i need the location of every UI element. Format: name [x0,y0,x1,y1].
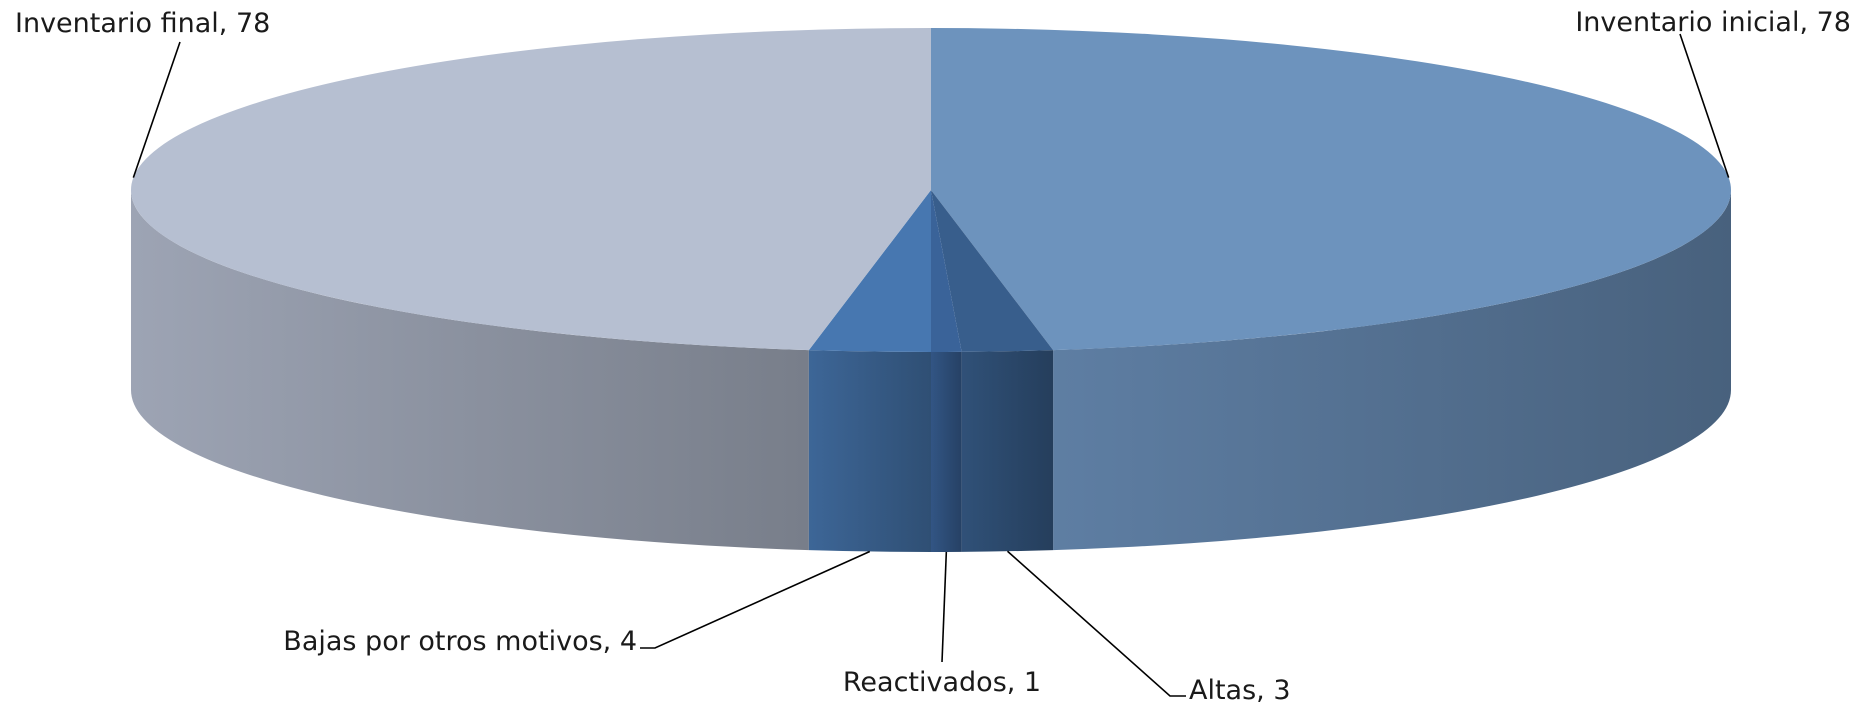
pie-slice-reactivados [931,190,962,352]
leader-altas [1006,550,1186,697]
pie-slice-altas [931,190,1054,352]
pie-side-reactivados [931,351,962,552]
data-label-reactivados: Reactivados, 1 [843,667,1041,698]
pie-side-bajas-por-otros-motivos [808,350,931,552]
data-label-inventario-final: Inventario final, 78 [15,8,270,39]
label-leader-lines [132,33,1730,697]
data-labels: Inventario inicial, 78 Altas, 3 Reactiva… [15,7,1851,703]
data-label-altas: Altas, 3 [1189,675,1291,703]
pie-slice-inventario-final [130,28,931,351]
leader-reactivados [941,551,948,663]
leader-inventario-inicial [1679,33,1730,178]
pie-side-inventario-inicial [1053,190,1731,551]
pie-slice-inventario-inicial [931,28,1732,351]
leader-inventario-final [132,41,181,178]
pie-side-altas [961,350,1054,552]
leader-bajas [640,550,871,649]
pie-side-inventario-final [130,190,809,551]
pie-slices [130,28,1732,552]
data-label-bajas: Bajas por otros motivos, 4 [283,626,637,657]
data-label-inventario-inicial: Inventario inicial, 78 [1575,7,1851,38]
pie-slice-bajas-por-otros-motivos [808,190,931,352]
